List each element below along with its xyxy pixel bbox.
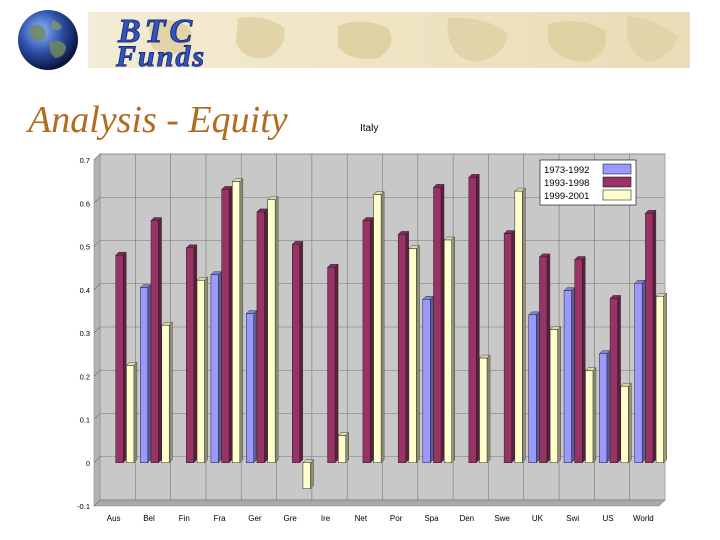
x-tick-label: Spa: [424, 514, 439, 523]
x-tick-label: Swi: [566, 514, 579, 523]
bar-World-1993-1998: [644, 209, 657, 464]
bar-Fra-1993-1998: [221, 185, 233, 464]
legend-swatch: [602, 176, 632, 188]
globe-icon: [18, 10, 78, 70]
y-tick-label: 0.1: [80, 416, 90, 425]
legend-label: 1973-1992: [544, 165, 589, 176]
x-tick-label: Fin: [179, 514, 190, 523]
y-tick-label: 0.6: [80, 199, 90, 208]
bar-UK-1973-1992: [528, 311, 540, 464]
x-tick-label: US: [602, 514, 613, 523]
bar-Swi-1973-1992: [563, 287, 576, 464]
x-tick-label: Swe: [494, 514, 510, 523]
legend-swatch: [602, 189, 632, 201]
x-tick-label: World: [633, 514, 654, 523]
bar-UK-1993-1998: [538, 253, 551, 464]
legend-label: 1993-1998: [544, 178, 589, 189]
x-tick-label: Aus: [107, 514, 121, 523]
btc-funds-logo: BTC Funds: [115, 13, 206, 69]
y-tick-label: -0.1: [77, 502, 90, 511]
logo-text-line2: Funds: [115, 40, 206, 68]
x-tick-label: Ire: [321, 514, 331, 523]
bar-Spa-1973-1992: [422, 295, 434, 464]
bar-US-1973-1992: [598, 350, 611, 464]
y-tick-label: 0.7: [80, 156, 90, 165]
y-gridline-depth: [93, 456, 101, 463]
x-tick-label: UK: [532, 514, 544, 523]
chart-title: Italy: [360, 123, 378, 134]
y-tick-label: 0.5: [80, 243, 90, 252]
x-tick-label: Net: [355, 514, 368, 523]
y-gridline-depth: [93, 413, 101, 420]
bar-Net-1993-1998: [362, 217, 374, 464]
x-tick-label: Fra: [214, 514, 227, 523]
y-gridline-depth: [93, 283, 101, 290]
bar-Gre-1993-1998: [291, 240, 304, 464]
y-tick-label: 0.2: [80, 372, 90, 381]
bar-Por-1993-1998: [397, 230, 410, 464]
x-tick-label: Gre: [284, 514, 298, 523]
x-tick-label: Den: [459, 514, 474, 523]
y-gridline-depth: [93, 326, 101, 334]
plot-floor: [93, 499, 666, 507]
y-tick-label: 0.3: [80, 329, 90, 338]
bar-Fin-1993-1998: [185, 244, 198, 464]
page-title: Analysis - Equity: [28, 99, 288, 141]
bar-Aus-1993-1998: [115, 251, 127, 464]
header-banner: [88, 12, 690, 68]
bar-Den-1993-1998: [468, 173, 480, 464]
bar-US-1993-1998: [609, 294, 622, 464]
bar-Fra-1973-1992: [210, 271, 222, 464]
y-gridline-depth: [93, 370, 101, 377]
bar-Ger-1993-1998: [256, 208, 268, 464]
y-gridline-depth: [93, 197, 101, 204]
x-tick-label: Ger: [248, 514, 262, 523]
y-gridline-depth: [93, 153, 101, 161]
logo-text-line1: BTC: [117, 13, 196, 50]
world-map-decoration: [148, 16, 678, 62]
y-gridline-depth: [93, 240, 101, 247]
y-tick-label: 0: [86, 459, 90, 468]
bar-Swi-1999-2001: [584, 367, 597, 464]
y-tick-label: 0.4: [80, 286, 90, 295]
legend-label: 1999-2001: [544, 191, 589, 202]
chart-legend: 1973-1992 1993-1998 1999-2001: [539, 159, 637, 206]
bar-Ire-1993-1998: [327, 263, 339, 464]
bar-World-1973-1992: [634, 279, 646, 464]
legend-swatch: [602, 163, 632, 175]
y-gridline-depth: [93, 499, 101, 507]
bar-World-1999-2001: [655, 292, 668, 464]
bar-Swe-1993-1998: [503, 230, 516, 464]
bar-Bel-1993-1998: [150, 217, 162, 464]
bar-Swi-1993-1998: [574, 255, 586, 464]
bar-Bel-1973-1992: [139, 284, 152, 464]
bar-Spa-1993-1998: [433, 183, 445, 464]
bar-Ger-1973-1992: [245, 310, 258, 464]
x-tick-label: Bel: [143, 514, 155, 523]
x-tick-label: Por: [390, 514, 403, 523]
